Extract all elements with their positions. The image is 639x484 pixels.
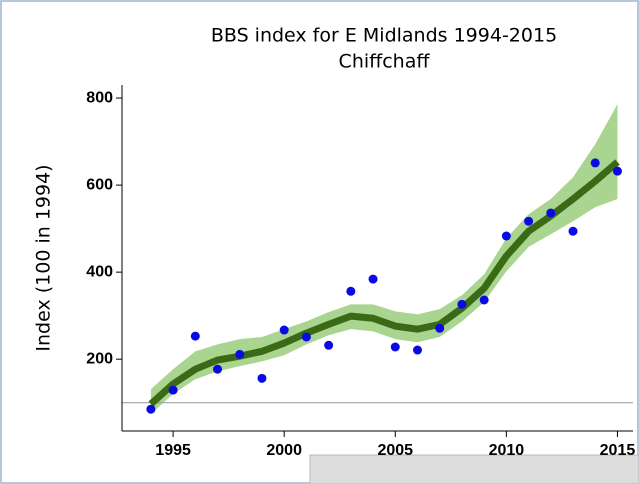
y-tick-label: 600: [86, 176, 113, 193]
chart-subtitle: Chiffchaff: [339, 51, 431, 73]
data-point: [479, 295, 489, 305]
data-point: [390, 342, 400, 352]
data-point: [346, 286, 356, 296]
data-point: [612, 166, 622, 176]
confidence-band: [150, 104, 618, 415]
data-point: [435, 323, 445, 333]
data-point: [412, 345, 422, 355]
data-point: [546, 208, 556, 218]
data-point: [368, 274, 378, 284]
x-tick-label: 2005: [377, 442, 413, 459]
data-point: [213, 364, 223, 374]
data-point: [457, 299, 467, 309]
x-tick-label: 2000: [266, 442, 302, 459]
data-point: [168, 385, 178, 395]
x-tick-label: 1995: [155, 442, 191, 459]
data-point: [568, 226, 578, 236]
data-point: [324, 340, 334, 350]
data-point: [590, 158, 600, 168]
x-tick-label: 2010: [489, 442, 525, 459]
tooltip-box: [309, 454, 639, 484]
data-point: [235, 349, 245, 359]
x-tick-label: 2015: [600, 442, 636, 459]
data-point: [146, 404, 156, 414]
y-tick-label: 800: [86, 89, 113, 106]
trend-line: [148, 159, 620, 407]
data-point: [301, 332, 311, 342]
data-point: [501, 231, 511, 241]
chart-title: BBS index for E Midlands 1994-2015: [211, 25, 557, 47]
data-point: [257, 373, 267, 383]
y-tick-label: 400: [86, 263, 113, 280]
y-axis-label: Index (100 in 1994): [33, 164, 55, 351]
data-point: [279, 325, 289, 335]
data-point: [524, 216, 534, 226]
data-point: [190, 331, 200, 341]
y-tick-label: 200: [86, 350, 113, 367]
